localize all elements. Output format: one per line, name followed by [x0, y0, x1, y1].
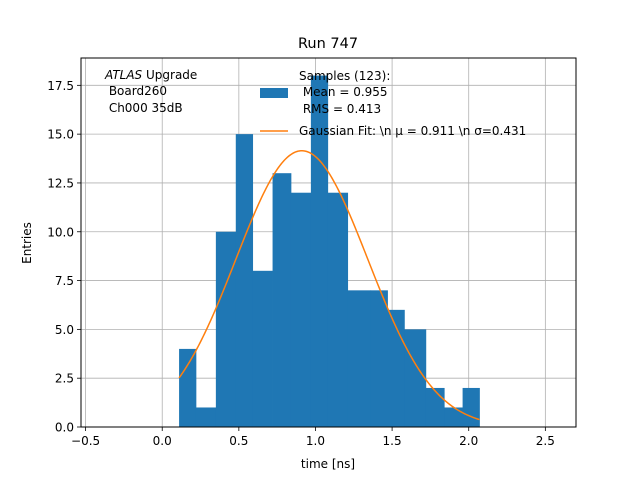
annotation-upgrade: Upgrade [142, 68, 197, 82]
histogram-bar [310, 75, 329, 428]
y-tick-label: 0.0 [55, 421, 74, 435]
legend: Samples (123): Mean = 0.955 RMS = 0.413 … [260, 69, 526, 138]
x-tick-label: 2.0 [459, 434, 478, 448]
histogram-bar [462, 387, 480, 427]
annotation-line-1: ATLAS Upgrade [104, 68, 197, 82]
y-tick-label: 5.0 [55, 323, 74, 337]
legend-hist-line-2: Mean = 0.955 [299, 85, 388, 99]
histogram-bar [272, 173, 292, 427]
histogram-bar [252, 270, 273, 427]
atlas-annotation: ATLAS Upgrade Board260 Ch000 35dB [104, 68, 197, 115]
x-tick-label: −0.5 [71, 434, 100, 448]
legend-hist-line-3: RMS = 0.413 [299, 102, 381, 116]
histogram-bar [195, 407, 217, 427]
chart-title: Run 747 [298, 36, 358, 52]
legend-fit-label: Gaussian Fit: \n μ = 0.911 \n σ=0.431 [299, 124, 526, 138]
annotation-line-2: Board260 [105, 84, 167, 98]
legend-hist-line-1: Samples (123): [299, 69, 390, 83]
histogram-bars [179, 75, 480, 428]
histogram-bar [327, 192, 349, 427]
y-tick-label: 2.5 [55, 372, 74, 386]
annotation-line-3: Ch000 35dB [105, 101, 183, 115]
plot-frame [80, 57, 577, 428]
gaussian-fit-curve [178, 149, 480, 421]
y-tick-label: 17.5 [47, 79, 74, 93]
x-tick-label: 1.0 [306, 434, 325, 448]
histogram-bar [444, 407, 463, 427]
x-tick-label: 0.0 [153, 434, 172, 448]
histogram-bar [370, 290, 388, 427]
y-tick-label: 10.0 [47, 225, 74, 239]
x-tick-label: 2.5 [536, 434, 555, 448]
histogram-bar [235, 134, 254, 427]
y-tick-label: 15.0 [47, 128, 74, 142]
histogram-bar [179, 348, 197, 427]
x-axis-label: time [ns] [301, 457, 355, 471]
legend-histogram-swatch [260, 88, 288, 98]
x-tick-label: 1.5 [383, 434, 402, 448]
y-axis-label: Entries [20, 222, 34, 264]
x-tick-label: 0.5 [229, 434, 248, 448]
annotation-italic: ATLAS [104, 68, 143, 82]
y-tick-label: 7.5 [55, 274, 74, 288]
histogram-bar [215, 231, 237, 427]
x-axis-ticks: −0.5 0.0 0.5 1.0 1.5 2.0 2.5 [71, 427, 555, 448]
gaussian-fit-layer [178, 149, 480, 421]
histogram-bar [425, 387, 445, 427]
histogram-bar [347, 290, 372, 427]
histogram-bar [387, 309, 405, 427]
histogram-bar [290, 192, 312, 427]
histogram-bar [404, 329, 427, 427]
y-tick-label: 12.5 [47, 176, 74, 190]
y-axis-ticks: 0.0 2.5 5.0 7.5 10.0 12.5 15.0 17.5 [47, 79, 81, 435]
